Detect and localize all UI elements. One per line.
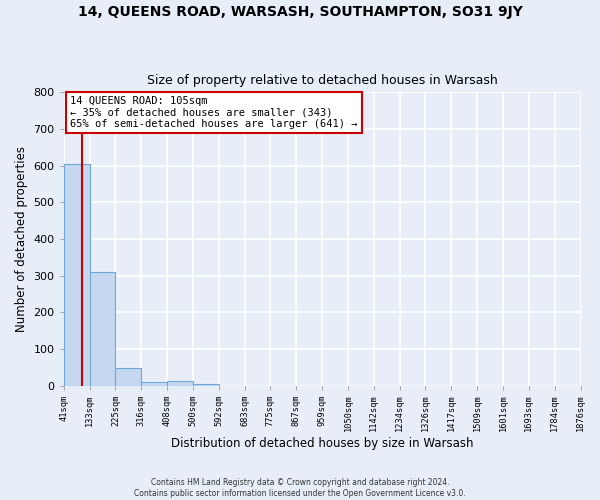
X-axis label: Distribution of detached houses by size in Warsash: Distribution of detached houses by size … xyxy=(171,437,473,450)
Text: 14 QUEENS ROAD: 105sqm
← 35% of detached houses are smaller (343)
65% of semi-de: 14 QUEENS ROAD: 105sqm ← 35% of detached… xyxy=(70,96,358,129)
Bar xyxy=(141,382,167,386)
Bar xyxy=(64,164,89,386)
Title: Size of property relative to detached houses in Warsash: Size of property relative to detached ho… xyxy=(147,74,497,87)
Bar xyxy=(115,368,141,386)
Y-axis label: Number of detached properties: Number of detached properties xyxy=(15,146,28,332)
Bar xyxy=(167,381,193,386)
Text: 14, QUEENS ROAD, WARSASH, SOUTHAMPTON, SO31 9JY: 14, QUEENS ROAD, WARSASH, SOUTHAMPTON, S… xyxy=(77,5,523,19)
Bar xyxy=(89,272,115,386)
Bar xyxy=(193,384,219,386)
Text: Contains HM Land Registry data © Crown copyright and database right 2024.
Contai: Contains HM Land Registry data © Crown c… xyxy=(134,478,466,498)
